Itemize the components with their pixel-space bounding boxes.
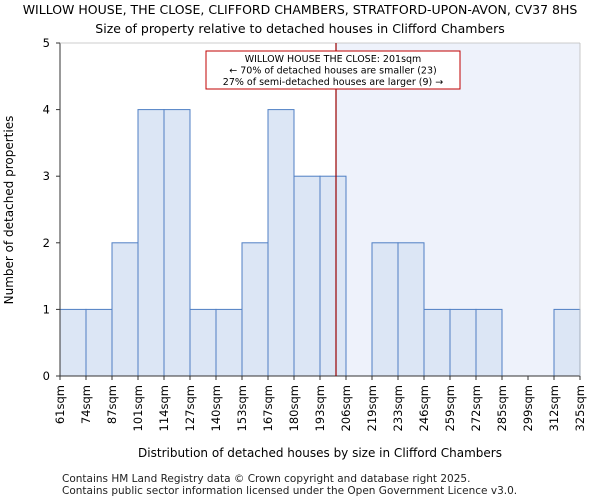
x-tick-label: 101sqm bbox=[131, 385, 145, 431]
x-tick-label: 285sqm bbox=[495, 385, 509, 431]
x-tick-label: 167sqm bbox=[261, 385, 275, 431]
bar bbox=[163, 109, 191, 377]
bar bbox=[475, 308, 503, 377]
x-tick-label: 127sqm bbox=[183, 385, 197, 431]
annotation-box bbox=[205, 50, 461, 90]
bar bbox=[189, 308, 217, 377]
bar bbox=[267, 109, 295, 377]
x-tick-label: 246sqm bbox=[417, 385, 431, 431]
bar bbox=[423, 308, 451, 377]
y-axis-label: Number of detached properties bbox=[2, 116, 16, 305]
x-tick-label: 87sqm bbox=[105, 385, 119, 424]
x-axis-label: Distribution of detached houses by size … bbox=[138, 446, 502, 460]
bar bbox=[85, 308, 113, 377]
bar bbox=[59, 308, 87, 377]
x-tick-label: 272sqm bbox=[469, 385, 483, 431]
x-tick-label: 153sqm bbox=[235, 385, 249, 431]
x-tick-label: 193sqm bbox=[313, 385, 327, 431]
y-tick-label: 5 bbox=[43, 36, 50, 50]
bar bbox=[293, 175, 321, 377]
x-tick-label: 219sqm bbox=[365, 385, 379, 431]
annotation-line: WILLOW HOUSE THE CLOSE: 201sqm bbox=[245, 54, 422, 65]
y-tick-label: 2 bbox=[43, 236, 50, 250]
x-tick-label: 140sqm bbox=[209, 385, 223, 431]
y-tick-label: 4 bbox=[43, 103, 50, 117]
annotation-line: 27% of semi-detached houses are larger (… bbox=[223, 77, 443, 88]
bar bbox=[241, 242, 269, 377]
bar bbox=[397, 242, 425, 377]
x-tick-label: 74sqm bbox=[79, 385, 93, 424]
y-tick-label: 3 bbox=[43, 169, 50, 183]
x-tick-label: 233sqm bbox=[391, 385, 405, 431]
bar bbox=[553, 308, 581, 377]
x-tick-label: 312sqm bbox=[547, 385, 561, 431]
chart-subtitle: Size of property relative to detached ho… bbox=[95, 21, 505, 36]
bar bbox=[449, 308, 477, 377]
x-tick-label: 114sqm bbox=[157, 385, 171, 431]
footer-line-2: Contains public sector information licen… bbox=[62, 485, 518, 497]
x-tick-label: 180sqm bbox=[287, 385, 301, 431]
bar bbox=[215, 308, 243, 377]
x-tick-label: 325sqm bbox=[573, 385, 587, 431]
x-tick-label: 259sqm bbox=[443, 385, 457, 431]
y-tick-label: 1 bbox=[43, 302, 50, 316]
bar bbox=[137, 109, 165, 377]
y-tick-label: 0 bbox=[43, 369, 50, 383]
x-tick-label: 299sqm bbox=[521, 385, 535, 431]
annotation-line: ← 70% of detached houses are smaller (23… bbox=[229, 66, 436, 77]
x-tick-label: 61sqm bbox=[53, 385, 67, 424]
x-tick-label: 206sqm bbox=[339, 385, 353, 431]
bar bbox=[319, 175, 347, 377]
bar bbox=[111, 242, 139, 377]
bar bbox=[371, 242, 399, 377]
footer-line-1: Contains HM Land Registry data © Crown c… bbox=[62, 473, 471, 485]
chart-title: WILLOW HOUSE, THE CLOSE, CLIFFORD CHAMBE… bbox=[22, 2, 578, 17]
